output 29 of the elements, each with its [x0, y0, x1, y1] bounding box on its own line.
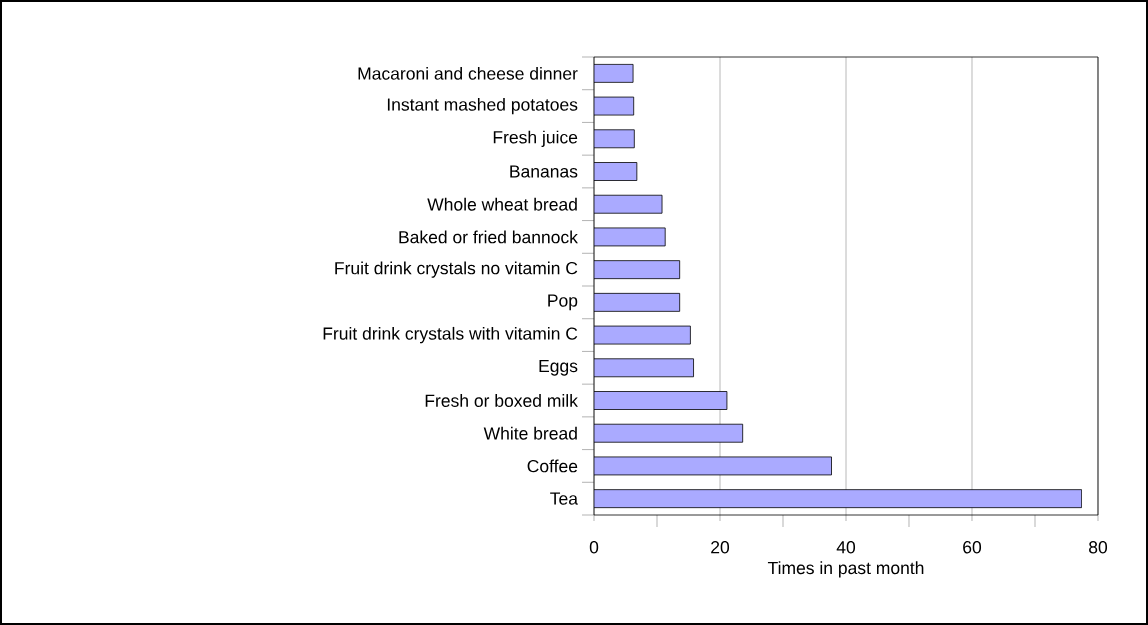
bar — [594, 423, 744, 443]
x-axis-title: Times in past month — [767, 561, 924, 578]
x-tick-label: 20 — [711, 541, 730, 554]
y-tick-label: Tea — [550, 492, 578, 505]
y-tick-label: White bread — [483, 426, 577, 440]
y-tick-label: Fruit drink crystals no vitamin C — [335, 261, 578, 278]
y-tick-label: Baked or fried bannock — [399, 230, 578, 244]
bar — [594, 391, 728, 410]
bar — [594, 194, 663, 214]
bar — [594, 489, 1083, 509]
y-tick-label: Fruit drink crystals with vitamin C — [323, 326, 578, 344]
x-tick-label: 60 — [963, 541, 982, 554]
x-tick-label: 80 — [1089, 541, 1108, 554]
x-tick-label: 0 — [589, 541, 599, 554]
x-tick-label: 40 — [836, 541, 856, 554]
y-tick-label: Bananas — [510, 165, 578, 178]
y-tick-label: Fresh or boxed milk — [425, 394, 578, 407]
bar — [594, 358, 694, 378]
y-tick-label: Pop — [548, 294, 578, 311]
y-tick-label: Eggs — [539, 359, 578, 376]
bar — [594, 260, 681, 280]
y-tick-label: Macaroni and cheese dinner — [358, 66, 578, 80]
y-tick-label: Fresh juice — [493, 130, 578, 147]
y-tick-label: Instant mashed potatoes — [387, 97, 578, 115]
y-tick-label: Coffee — [527, 459, 578, 473]
bar — [594, 292, 681, 312]
y-tick-label: Whole wheat bread — [427, 197, 577, 211]
bar — [594, 129, 635, 149]
bar — [594, 162, 638, 181]
